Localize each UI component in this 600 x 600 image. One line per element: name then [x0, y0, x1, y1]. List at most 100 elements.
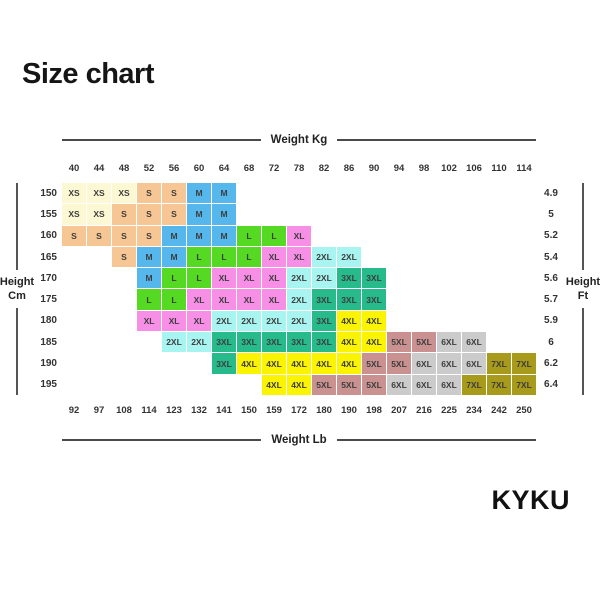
size-cell: 4XL — [337, 332, 361, 353]
size-cell: 3XL — [212, 332, 236, 353]
empty-cell — [312, 226, 336, 246]
size-cell: 5XL — [337, 374, 361, 395]
size-chart: Weight Kg Height Cm 150 155 160 165 170 175 18… — [0, 133, 600, 447]
size-cell: 3XL — [362, 289, 386, 310]
size-cell: 6XL — [412, 374, 436, 395]
size-cell: 2XL — [162, 332, 186, 353]
axis-line-top — [582, 183, 584, 270]
empty-cell — [387, 226, 411, 246]
weight-kg-ticks: 40 44 48 52 56 60 64 68 72 78 82 86 90 94 98 102 106 110 1… — [62, 159, 536, 177]
size-cell: S — [137, 204, 161, 225]
weight-kg-tick: 110 — [491, 162, 507, 174]
empty-cell — [137, 375, 161, 395]
empty-cell — [162, 375, 186, 395]
weight-lb-tick: 132 — [191, 405, 207, 417]
weight-lb-tick: 114 — [141, 405, 157, 417]
size-grid: XS XS XS S S M M XS XS S S S M M S S S S M M M L L XL S M M L L L XL XL… — [62, 183, 536, 395]
size-cell: 3XL — [312, 310, 336, 332]
size-cell: M — [212, 183, 236, 204]
size-cell: 2XL — [287, 268, 311, 289]
weight-kg-tick: 40 — [68, 162, 80, 174]
size-cell: 2XL — [312, 268, 336, 289]
weight-lb-tick: 180 — [316, 405, 332, 417]
size-cell: 4XL — [287, 374, 311, 395]
empty-cell — [212, 375, 236, 395]
empty-cell — [412, 226, 436, 246]
weight-lb-tick: 207 — [391, 405, 407, 417]
empty-cell — [387, 204, 411, 224]
empty-cell — [462, 268, 486, 288]
empty-cell — [337, 183, 361, 203]
empty-cell — [512, 311, 536, 331]
empty-cell — [512, 332, 536, 352]
height-cm-tick: 165 — [40, 251, 57, 263]
size-cell: 4XL — [287, 353, 311, 374]
empty-cell — [437, 183, 461, 203]
empty-cell — [112, 311, 136, 331]
size-cell: 3XL — [312, 289, 336, 310]
empty-cell — [237, 204, 261, 224]
axis-line-right — [337, 139, 536, 141]
size-cell: 6XL — [462, 332, 486, 353]
empty-cell — [62, 268, 86, 288]
weight-lb-axis: Weight Lb — [62, 433, 536, 447]
empty-cell — [112, 268, 136, 288]
weight-kg-tick: 106 — [466, 162, 482, 174]
weight-kg-axis-label: Weight Kg — [270, 134, 328, 146]
size-cell: L — [237, 225, 261, 246]
size-cell: 5XL — [412, 332, 436, 353]
empty-cell — [87, 247, 111, 267]
size-cell: 4XL — [362, 310, 386, 332]
weight-kg-tick: 56 — [168, 162, 180, 174]
weight-kg-tick: 44 — [93, 162, 105, 174]
empty-cell — [487, 332, 511, 352]
height-ft-axis: Height Ft — [566, 183, 600, 395]
empty-cell — [137, 353, 161, 373]
weight-lb-tick: 108 — [116, 405, 132, 417]
empty-cell — [87, 311, 111, 331]
grid-area: 40 44 48 52 56 60 64 68 72 78 82 86 90 94 98 102 106 110 1… — [62, 159, 536, 420]
size-cell: XL — [287, 246, 311, 268]
weight-kg-tick: 60 — [193, 162, 205, 174]
empty-cell — [462, 247, 486, 267]
size-cell: 7XL — [512, 374, 536, 395]
empty-cell — [87, 268, 111, 288]
empty-cell — [112, 332, 136, 352]
height-ft-tick: 5.6 — [544, 272, 558, 284]
empty-cell — [362, 183, 386, 203]
empty-cell — [187, 375, 211, 395]
height-cm-tick: 175 — [40, 294, 57, 306]
size-cell: M — [137, 246, 161, 268]
height-ft-tick: 5.7 — [544, 294, 558, 306]
height-ft-tick: 5.9 — [544, 315, 558, 327]
size-cell: 2XL — [287, 310, 311, 332]
height-cm-tick: 190 — [40, 358, 57, 370]
empty-cell — [137, 332, 161, 352]
height-cm-tick: 155 — [40, 208, 57, 220]
empty-cell — [62, 247, 86, 267]
size-cell: M — [162, 246, 186, 268]
size-cell: 3XL — [312, 332, 336, 353]
size-cell: 5XL — [362, 353, 386, 374]
empty-cell — [62, 375, 86, 395]
size-cell: 7XL — [512, 353, 536, 374]
size-cell: 5XL — [387, 332, 411, 353]
empty-cell — [387, 311, 411, 331]
empty-cell — [487, 311, 511, 331]
empty-cell — [437, 204, 461, 224]
size-cell: 4XL — [337, 353, 361, 374]
empty-cell — [287, 204, 311, 224]
page-title: Size chart — [22, 58, 155, 90]
size-cell: 2XL — [312, 246, 336, 268]
size-cell: XL — [137, 310, 161, 332]
size-cell: 3XL — [337, 268, 361, 289]
size-cell: 6XL — [462, 353, 486, 374]
axis-line-top — [16, 183, 18, 270]
weight-kg-axis: Weight Kg — [62, 133, 536, 147]
height-ft-tick: 6.4 — [544, 379, 558, 391]
size-cell: M — [187, 225, 211, 246]
empty-cell — [112, 289, 136, 309]
empty-cell — [412, 311, 436, 331]
empty-cell — [312, 183, 336, 203]
size-cell: L — [137, 289, 161, 310]
